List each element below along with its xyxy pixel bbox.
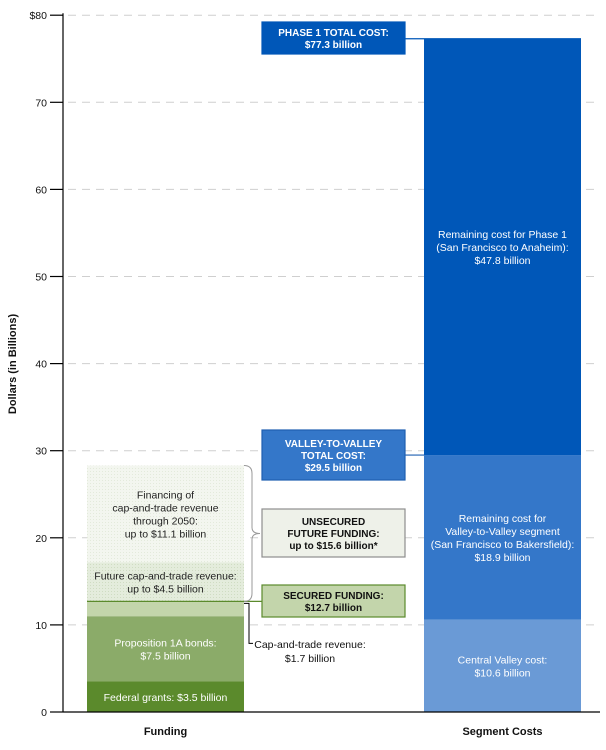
bar-segment-label: Remaining cost for — [459, 513, 547, 525]
x-category-label: Funding — [144, 726, 187, 738]
x-category-label: Segment Costs — [462, 726, 542, 738]
cap-and-trade-callout-text: Cap-and-trade revenue: — [254, 639, 366, 651]
secured-funding-text: $12.7 billion — [305, 603, 362, 614]
bar-segment-proposition-1a-bonds — [87, 616, 244, 682]
bar-segment-cap-and-trade-revenue — [87, 601, 244, 617]
unsecured-future-funding-text: up to $15.6 billion* — [289, 541, 377, 552]
bar-segment-central-valley-cost — [424, 619, 581, 712]
bar-segment-label: $47.8 billion — [474, 255, 530, 267]
bar-segment-label: up to $11.1 billion — [125, 528, 207, 540]
bar-segment-label: $10.6 billion — [474, 667, 530, 679]
y-tick-label: 30 — [35, 446, 47, 458]
bar-segment-future-cap-and-trade-revenue — [87, 562, 244, 602]
bar-segment-label: Proposition 1A bonds: — [114, 637, 216, 649]
y-tick-label: 70 — [35, 97, 47, 109]
bar-segment-label: up to $4.5 billion — [127, 583, 204, 595]
secured-funding-box — [261, 584, 406, 618]
y-tick-label: 10 — [35, 620, 47, 632]
bar-segment-label: $7.5 billion — [140, 650, 190, 662]
valley-to-valley-total-box — [261, 429, 406, 481]
bar-segment-label: (San Francisco to Anaheim): — [436, 242, 568, 254]
bar-segment-remaining-cost-for-valley-to-valley-segment — [424, 455, 581, 620]
y-tick-label: 40 — [35, 359, 47, 371]
bar-segment-label: Central Valley cost: — [458, 654, 548, 666]
unsecured-future-funding-box — [261, 508, 406, 558]
bar-segment-label: Valley-to-Valley segment — [445, 526, 560, 538]
cap-and-trade-callout-text: $1.7 billion — [285, 653, 335, 665]
y-tick-label: 50 — [35, 272, 47, 284]
bar-segment-label: Federal grants: $3.5 billion — [104, 692, 228, 704]
bar-segment-label: through 2050: — [133, 515, 198, 527]
unsecured-future-funding-text: FUTURE FUNDING: — [287, 529, 379, 540]
bar-segment-label: Future cap-and-trade revenue: — [94, 570, 236, 582]
secured-funding-text: SECURED FUNDING: — [283, 591, 384, 602]
phase1-total-text: $77.3 billion — [305, 40, 362, 51]
bar-segment-remaining-cost-for-phase-1 — [424, 38, 581, 456]
bar-segment-label: (San Francisco to Bakersfield): — [431, 539, 575, 551]
phase1-total-box — [261, 21, 406, 55]
valley-to-valley-total-text: VALLEY-TO-VALLEY — [285, 439, 383, 450]
bar-segment-label: Remaining cost for Phase 1 — [438, 229, 567, 241]
bar-segment-label: cap-and-trade revenue — [112, 502, 218, 514]
y-tick-label: 60 — [35, 184, 47, 196]
bar-segment-federal-grants — [87, 681, 244, 712]
y-tick-label: 20 — [35, 533, 47, 545]
y-tick-label: $80 — [29, 10, 47, 22]
bar-segment-label: Financing of — [137, 489, 194, 501]
cap-trade-bracket — [244, 602, 253, 644]
valley-to-valley-total-text: TOTAL COST: — [301, 451, 366, 462]
y-tick-label: 0 — [41, 707, 47, 719]
unsecured-future-funding-text: UNSECURED — [302, 517, 365, 528]
phase1-total-text: PHASE 1 TOTAL COST: — [278, 28, 389, 39]
bar-segment-financing-of-cap-and-trade-revenue-through-2050 — [87, 465, 244, 563]
y-axis-label: Dollars (in Billions) — [7, 314, 19, 415]
unsecured-brace — [243, 465, 261, 602]
valley-to-valley-total-text: $29.5 billion — [305, 463, 362, 474]
bar-segment-label: $18.9 billion — [474, 552, 530, 564]
